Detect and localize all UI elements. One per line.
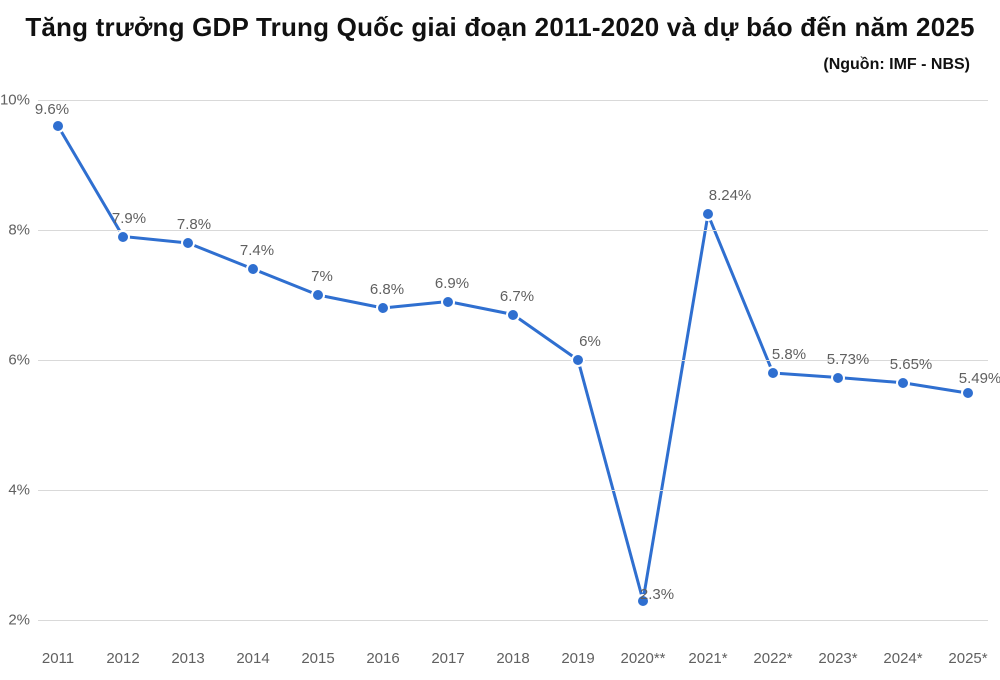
- data-point-label: 5.8%: [772, 346, 806, 363]
- data-point-label: 7%: [311, 268, 333, 285]
- x-tick-label: 2015: [301, 650, 334, 667]
- data-point: [181, 236, 195, 250]
- data-point-label: 5.73%: [827, 351, 870, 368]
- data-point-label: 7.9%: [112, 210, 146, 227]
- gridline: [38, 100, 988, 101]
- data-point: [506, 308, 520, 322]
- data-point: [766, 366, 780, 380]
- data-point-label: 8.24%: [709, 187, 752, 204]
- x-tick-label: 2012: [106, 650, 139, 667]
- x-tick-label: 2018: [496, 650, 529, 667]
- x-tick-label: 2022*: [753, 650, 792, 667]
- gridline: [38, 490, 988, 491]
- data-point: [51, 119, 65, 133]
- x-tick-label: 2021*: [688, 650, 727, 667]
- x-tick-label: 2014: [236, 650, 269, 667]
- x-tick-label: 2023*: [818, 650, 857, 667]
- data-point-label: 6.8%: [370, 281, 404, 298]
- x-tick-label: 2025*: [948, 650, 987, 667]
- data-point: [116, 230, 130, 244]
- x-tick-label: 2017: [431, 650, 464, 667]
- data-point: [311, 288, 325, 302]
- x-tick-label: 2020**: [620, 650, 665, 667]
- data-point-label: 2.3%: [640, 586, 674, 603]
- gridline: [38, 620, 988, 621]
- y-tick-label: 4%: [0, 482, 30, 499]
- data-point: [441, 295, 455, 309]
- y-tick-label: 8%: [0, 222, 30, 239]
- data-point-label: 7.4%: [240, 242, 274, 259]
- chart: 2% 4% 6% 8% 10% 2011 2012 2013 2014 2015 2016 2017 2…: [0, 0, 1000, 680]
- data-point-label: 5.65%: [890, 356, 933, 373]
- y-tick-label: 10%: [0, 92, 30, 109]
- data-point-label: 5.49%: [959, 370, 1000, 387]
- x-tick-label: 2016: [366, 650, 399, 667]
- x-tick-label: 2024*: [883, 650, 922, 667]
- data-point: [831, 371, 845, 385]
- data-point: [961, 386, 975, 400]
- plot-area: 2%4%6%8%10%20112012201320142015201620172…: [38, 100, 988, 620]
- data-point: [376, 301, 390, 315]
- y-tick-label: 6%: [0, 352, 30, 369]
- data-point: [896, 376, 910, 390]
- data-point: [246, 262, 260, 276]
- data-point-label: 9.6%: [35, 101, 69, 118]
- data-point-label: 6.7%: [500, 288, 534, 305]
- data-point-label: 6%: [579, 333, 601, 350]
- x-tick-label: 2013: [171, 650, 204, 667]
- data-point: [571, 353, 585, 367]
- x-tick-label: 2019: [561, 650, 594, 667]
- data-point-label: 7.8%: [177, 216, 211, 233]
- data-point: [701, 207, 715, 221]
- data-point-label: 6.9%: [435, 275, 469, 292]
- x-tick-label: 2011: [42, 650, 74, 667]
- y-tick-label: 2%: [0, 612, 30, 629]
